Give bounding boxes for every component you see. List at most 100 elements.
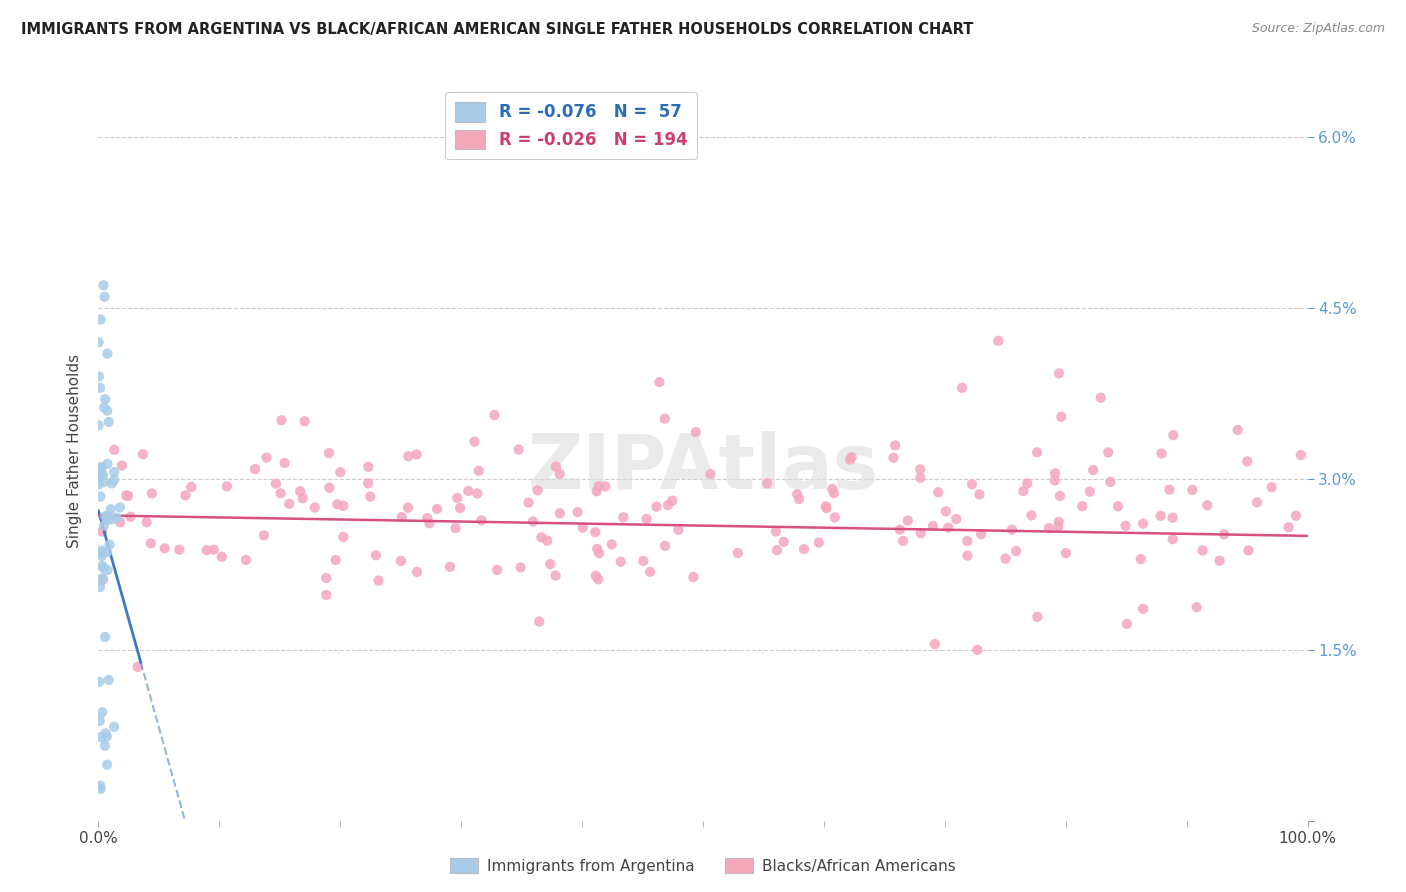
- Point: [90, 730, 112, 744]
- Point: [548, 506, 571, 520]
- Point: [841, 450, 863, 464]
- Point: [270, 413, 292, 427]
- Point: [90, 546, 112, 560]
- Point: [1043, 467, 1066, 481]
- Point: [439, 559, 461, 574]
- Point: [115, 488, 138, 502]
- Point: [586, 541, 609, 556]
- Point: [389, 554, 412, 568]
- Point: [139, 536, 162, 550]
- Point: [325, 553, 347, 567]
- Point: [105, 510, 128, 524]
- Point: [610, 555, 633, 569]
- Point: [93, 518, 115, 533]
- Point: [169, 542, 191, 557]
- Point: [96, 513, 118, 527]
- Point: [91, 571, 114, 585]
- Point: [987, 334, 1010, 348]
- Point: [90, 460, 112, 475]
- Point: [529, 615, 551, 629]
- Point: [87, 335, 110, 350]
- Point: [100, 512, 122, 526]
- Point: [1236, 454, 1258, 468]
- Point: [235, 553, 257, 567]
- Point: [1099, 475, 1122, 489]
- Point: [103, 473, 125, 487]
- Point: [1049, 489, 1071, 503]
- Point: [1054, 546, 1077, 560]
- Point: [484, 408, 506, 422]
- Point: [530, 530, 553, 544]
- Point: [936, 521, 959, 535]
- Point: [910, 471, 932, 485]
- Point: [612, 510, 634, 524]
- Point: [1159, 483, 1181, 497]
- Point: [290, 484, 312, 499]
- Point: [583, 525, 606, 540]
- Point: [593, 479, 616, 493]
- Point: [699, 467, 721, 481]
- Point: [315, 571, 337, 585]
- Point: [93, 278, 115, 293]
- Point: [823, 486, 845, 500]
- Point: [1043, 474, 1066, 488]
- Point: [1038, 521, 1060, 535]
- Point: [108, 500, 131, 515]
- Point: [1005, 544, 1028, 558]
- Text: ZIPAtlas: ZIPAtlas: [527, 431, 879, 505]
- Point: [1115, 616, 1137, 631]
- Point: [668, 523, 690, 537]
- Point: [89, 468, 111, 483]
- Point: [180, 480, 202, 494]
- Point: [468, 464, 491, 478]
- Point: [1071, 500, 1094, 514]
- Point: [586, 572, 609, 586]
- Point: [359, 490, 381, 504]
- Point: [648, 375, 671, 389]
- Point: [654, 411, 676, 425]
- Point: [243, 462, 266, 476]
- Point: [882, 450, 904, 465]
- Point: [1001, 523, 1024, 537]
- Point: [117, 489, 139, 503]
- Y-axis label: Single Father Households: Single Father Households: [67, 353, 83, 548]
- Point: [96, 346, 118, 360]
- Point: [90, 781, 112, 796]
- Point: [318, 446, 340, 460]
- Point: [318, 481, 340, 495]
- Point: [1017, 476, 1039, 491]
- Point: [89, 674, 111, 689]
- Point: [1191, 543, 1213, 558]
- Point: [90, 460, 112, 475]
- Point: [270, 486, 292, 500]
- Point: [889, 523, 911, 537]
- Point: [786, 487, 808, 501]
- Point: [90, 312, 112, 326]
- Point: [91, 706, 114, 720]
- Point: [945, 512, 967, 526]
- Point: [966, 642, 988, 657]
- Point: [396, 500, 419, 515]
- Point: [1161, 510, 1184, 524]
- Point: [89, 580, 111, 594]
- Point: [291, 491, 314, 506]
- Point: [96, 730, 118, 744]
- Point: [645, 500, 668, 514]
- Point: [87, 369, 110, 384]
- Point: [1213, 527, 1236, 541]
- Text: IMMIGRANTS FROM ARGENTINA VS BLACK/AFRICAN AMERICAN SINGLE FATHER HOUSEHOLDS COR: IMMIGRANTS FROM ARGENTINA VS BLACK/AFRIC…: [21, 22, 973, 37]
- Point: [153, 541, 176, 556]
- Point: [1090, 391, 1112, 405]
- Point: [91, 467, 114, 482]
- Point: [426, 502, 449, 516]
- Point: [446, 491, 468, 505]
- Legend: Immigrants from Argentina, Blacks/African Americans: Immigrants from Argentina, Blacks/Africa…: [444, 852, 962, 880]
- Point: [970, 527, 993, 541]
- Point: [364, 548, 387, 562]
- Point: [638, 565, 661, 579]
- Point: [1150, 508, 1173, 523]
- Point: [950, 381, 973, 395]
- Point: [89, 470, 111, 484]
- Point: [202, 542, 225, 557]
- Point: [1026, 610, 1049, 624]
